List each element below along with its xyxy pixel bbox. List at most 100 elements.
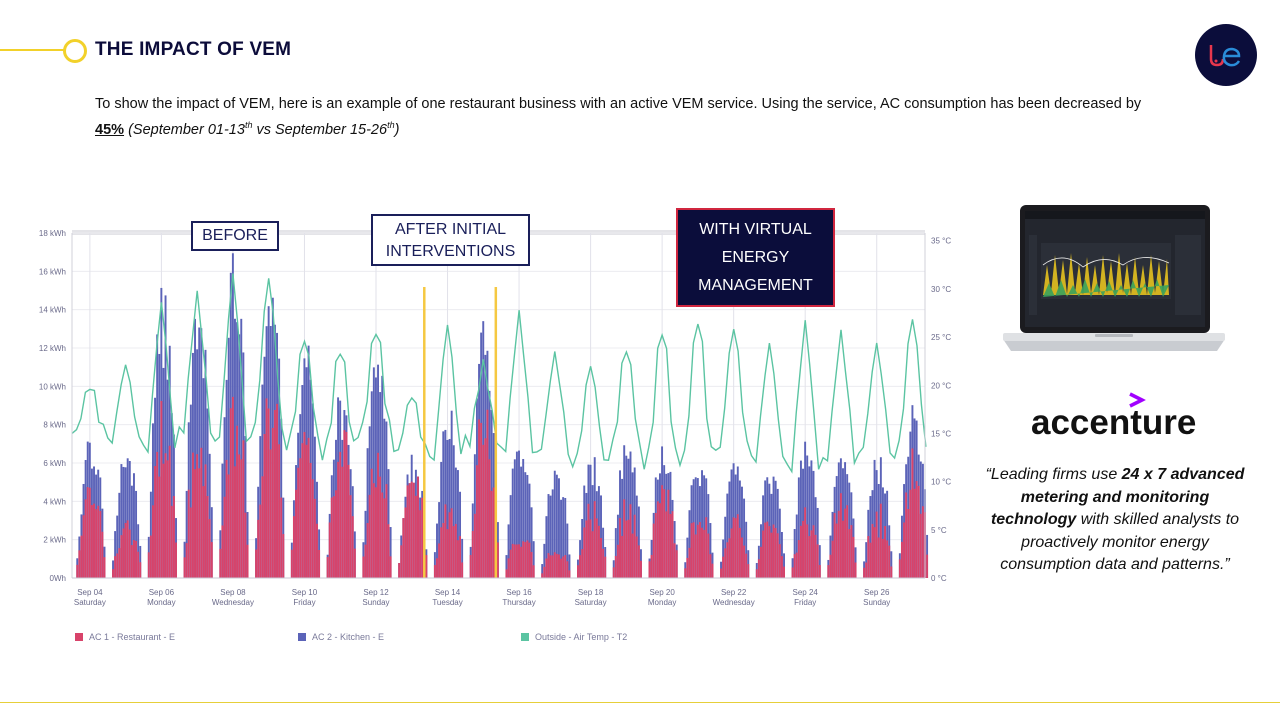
y-left-tick-label: 8 kWh xyxy=(43,421,66,430)
bar-kitchen xyxy=(515,451,518,578)
bar-restaurant xyxy=(175,542,177,578)
bar-restaurant xyxy=(444,504,447,578)
bar-restaurant xyxy=(553,552,556,578)
bar-kitchen xyxy=(526,474,529,578)
bar-restaurant xyxy=(507,558,510,578)
bar-restaurant xyxy=(774,527,777,578)
y-right-tick-label: 30 °C xyxy=(931,285,951,294)
bar-restaurant xyxy=(398,563,401,578)
bar-kitchen xyxy=(454,467,457,578)
bar-restaurant xyxy=(246,544,249,578)
bar-kitchen xyxy=(374,377,377,578)
bar-kitchen xyxy=(461,538,464,578)
bar-restaurant xyxy=(614,555,617,578)
bar-restaurant xyxy=(557,554,560,578)
bar-restaurant xyxy=(711,563,714,578)
bar-restaurant xyxy=(745,553,748,578)
bar-restaurant xyxy=(585,520,588,578)
bar-restaurant xyxy=(772,524,775,578)
x-tick-day: Wednesday xyxy=(212,598,254,607)
y-right-tick-label: 35 °C xyxy=(931,237,951,246)
bar-restaurant xyxy=(160,400,163,578)
bar-restaurant xyxy=(551,555,554,578)
bar-restaurant xyxy=(227,474,230,578)
bar-restaurant xyxy=(524,542,527,578)
bar-restaurant xyxy=(305,444,308,578)
intro-paragraph: To show the impact of VEM, here is an ex… xyxy=(95,94,1155,141)
period-end: ) xyxy=(394,121,400,138)
x-tick-date: Sep 10 xyxy=(292,588,318,597)
bar-kitchen xyxy=(806,455,809,578)
bar-restaurant xyxy=(421,497,424,578)
bar-kitchen xyxy=(120,464,123,578)
annotation-vem: WITH VIRTUAL ENERGY MANAGEMENT xyxy=(676,208,835,307)
bar-restaurant xyxy=(490,490,493,578)
bar-restaurant xyxy=(172,496,175,578)
bar-restaurant xyxy=(221,525,224,578)
bar-kitchen xyxy=(204,349,207,578)
bar-kitchen xyxy=(208,453,211,578)
bar-kitchen xyxy=(566,523,569,578)
bar-restaurant xyxy=(183,557,186,578)
bar-restaurant xyxy=(863,567,866,578)
accenture-chevron-icon xyxy=(1129,392,1146,408)
bar-restaurant xyxy=(631,533,634,578)
bar-restaurant xyxy=(616,544,619,578)
bar-restaurant xyxy=(482,444,485,578)
bar-restaurant xyxy=(621,535,624,578)
bar-kitchen xyxy=(124,467,127,578)
bar-restaurant xyxy=(412,482,415,578)
bar-restaurant xyxy=(225,459,228,578)
bar-restaurant xyxy=(101,531,104,578)
bar-restaurant xyxy=(799,525,802,578)
bar-kitchen xyxy=(122,466,125,578)
bar-restaurant xyxy=(637,545,640,578)
bar-restaurant xyxy=(755,569,758,578)
bar-restaurant xyxy=(808,536,811,578)
annotation-after-interventions: AFTER INITIAL INTERVENTIONS xyxy=(371,214,530,266)
bar-restaurant xyxy=(231,396,234,578)
bar-kitchen xyxy=(528,483,531,578)
bar-restaurant xyxy=(511,543,514,578)
bar-restaurant xyxy=(909,489,912,578)
bar-restaurant xyxy=(648,561,651,578)
bar-restaurant xyxy=(442,523,445,578)
bar-restaurant xyxy=(581,549,584,578)
bar-kitchen xyxy=(726,493,729,578)
bar-restaurant xyxy=(185,543,188,578)
x-tick-date: Sep 22 xyxy=(721,588,747,597)
bar-restaurant xyxy=(400,545,403,578)
bar-restaurant xyxy=(907,509,910,578)
bar-restaurant xyxy=(543,566,546,578)
bar-kitchen xyxy=(812,470,815,578)
bar-restaurant xyxy=(229,408,232,578)
bar-restaurant xyxy=(890,566,893,578)
bar-restaurant xyxy=(698,522,701,578)
bar-kitchen xyxy=(562,497,565,578)
y-left-tick-label: 12 kWh xyxy=(39,344,66,353)
bar-kitchen xyxy=(227,337,230,578)
quote-block: “Leading firms use 24 x 7 advanced meter… xyxy=(984,464,1246,577)
bar-restaurant xyxy=(149,535,152,578)
bar-restaurant xyxy=(433,565,436,578)
bar-restaurant xyxy=(282,534,285,578)
bar-restaurant xyxy=(242,440,245,578)
bar-kitchen xyxy=(189,404,192,578)
bar-kitchen xyxy=(149,491,152,578)
bar-restaurant xyxy=(917,485,920,578)
bar-restaurant xyxy=(130,545,133,578)
y-right-tick-label: 0 °C xyxy=(931,574,947,583)
bar-restaurant xyxy=(492,487,495,578)
bar-kitchen xyxy=(553,470,556,578)
logo-mark-icon xyxy=(1209,45,1241,67)
series-line-air-temp xyxy=(71,273,927,474)
bar-restaurant xyxy=(82,515,85,578)
bar-restaurant xyxy=(905,492,908,578)
bar-restaurant xyxy=(471,531,474,578)
x-tick-day: Friday xyxy=(293,598,315,607)
legend-label-ac1: AC 1 - Restaurant - E xyxy=(89,632,176,642)
bar-restaurant xyxy=(875,511,878,578)
bar-kitchen xyxy=(783,553,785,578)
accenture-logo: accenture xyxy=(1031,392,1196,442)
after-line-2: INTERVENTIONS xyxy=(385,243,516,260)
